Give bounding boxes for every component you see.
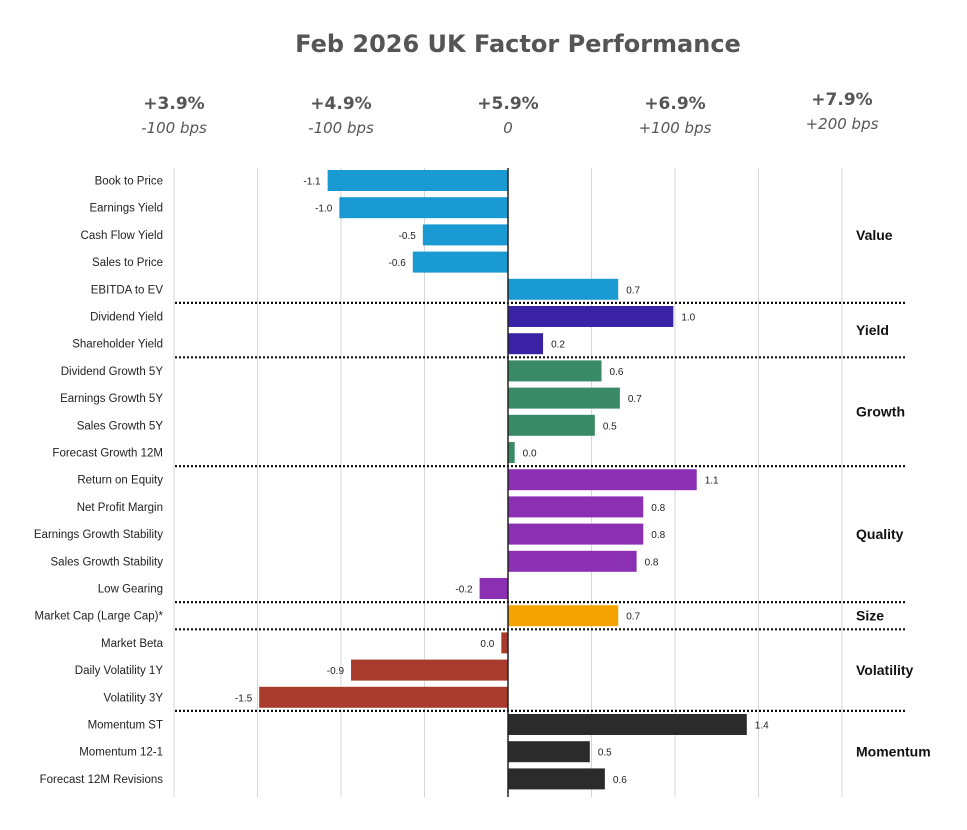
group-label: Growth (856, 404, 905, 420)
data-label: -0.2 (455, 585, 473, 596)
data-label: -0.5 (399, 231, 417, 242)
bar (508, 469, 697, 491)
axis-header-performance: +4.9% (310, 94, 371, 114)
group-label: Value (856, 227, 893, 243)
bar (412, 251, 508, 273)
category-label: Daily Volatility 1Y (75, 665, 164, 677)
data-label: 0.8 (651, 503, 665, 514)
category-label: Sales Growth Stability (51, 556, 164, 568)
data-label: 0.7 (626, 612, 640, 623)
category-label: Shareholder Yield (72, 339, 163, 351)
data-label: 0.2 (551, 340, 565, 351)
category-label: Sales to Price (92, 257, 163, 269)
category-label: Momentum ST (88, 720, 163, 732)
bar (508, 550, 637, 572)
data-label: 0.0 (523, 449, 537, 460)
data-label: 0.7 (626, 285, 640, 296)
data-label: 1.0 (681, 313, 695, 324)
category-label: Earnings Yield (89, 203, 163, 215)
data-label: 1.1 (705, 476, 719, 487)
bar (508, 605, 619, 627)
bar (508, 768, 605, 790)
bar (327, 170, 508, 191)
data-label: 0.6 (613, 775, 627, 786)
category-label: Earnings Growth 5Y (60, 393, 163, 405)
bar (339, 197, 508, 219)
category-label: Book to Price (95, 176, 163, 188)
bar (508, 306, 674, 327)
axis-header-bps: +100 bps (639, 119, 712, 137)
group-label: Momentum (856, 744, 931, 760)
data-label: 0.5 (603, 421, 617, 432)
data-label: 1.4 (755, 721, 769, 732)
category-label: Sales Growth 5Y (77, 420, 164, 432)
bar (508, 714, 747, 735)
category-label: Net Profit Margin (77, 502, 163, 514)
bar (508, 442, 515, 463)
axis-header-performance: +5.9% (477, 94, 538, 114)
bar (259, 686, 508, 708)
bar (501, 632, 508, 654)
category-label: Market Beta (101, 638, 164, 650)
category-label: Volatility 3Y (104, 692, 164, 704)
category-label: Earnings Growth Stability (34, 529, 163, 541)
group-separators (175, 301, 905, 713)
bar (508, 333, 544, 355)
data-labels: -1.1 -1.0 -0.5 -0.6 0.7 1.0 0.2 0.6 0.7 0.5 0.0 1.1… (235, 177, 769, 786)
data-label: -1.5 (235, 693, 253, 704)
data-label: -1.0 (315, 204, 333, 215)
data-label: -0.6 (389, 258, 407, 269)
category-label: Low Gearing (98, 584, 163, 596)
data-label: 0.6 (610, 367, 624, 378)
axis-header-bps: -100 bps (141, 119, 207, 137)
bar (508, 523, 644, 545)
bar (351, 659, 508, 681)
axis-header-performance: +3.9% (143, 94, 204, 114)
bars (259, 170, 747, 790)
category-label: Momentum 12-1 (79, 747, 163, 759)
bar (508, 414, 595, 436)
data-label: -0.9 (327, 666, 345, 677)
data-label: -1.1 (303, 177, 321, 188)
axis-header-performance: +6.9% (644, 94, 705, 114)
bar (508, 741, 590, 763)
group-label: Size (856, 608, 884, 624)
axis-headers: +3.9% -100 bps +4.9% -100 bps +5.9% 0 +6.9% +10… (141, 90, 878, 137)
data-label: 0.8 (645, 557, 659, 568)
category-labels: Book to Price Earnings Yield Cash Flow Yie… (34, 176, 164, 786)
group-labels: Value Yield Growth Quality Size Volatility Mom… (856, 227, 931, 760)
category-label: Forecast Growth 12M (52, 448, 163, 460)
category-label: Market Cap (Large Cap)* (35, 611, 164, 623)
bar (422, 224, 508, 246)
axis-header-bps: -100 bps (308, 119, 374, 137)
category-label: Return on Equity (77, 475, 163, 487)
axis-header-performance: +7.9% (811, 90, 872, 110)
category-label: EBITDA to EV (91, 284, 164, 296)
group-label: Volatility (856, 662, 914, 678)
group-label: Yield (856, 322, 889, 338)
category-label: Cash Flow Yield (81, 230, 163, 242)
bar (508, 278, 619, 300)
bar (479, 578, 508, 599)
group-label: Quality (856, 526, 904, 542)
bar (508, 387, 620, 409)
chart-title: Feb 2026 UK Factor Performance (295, 30, 741, 58)
bar (508, 496, 644, 518)
bar (508, 360, 602, 382)
data-label: 0.0 (480, 639, 494, 650)
data-label: 0.7 (628, 394, 642, 405)
category-label: Dividend Yield (90, 312, 163, 324)
data-label: 0.8 (651, 530, 665, 541)
category-label: Dividend Growth 5Y (61, 366, 164, 378)
axis-header-bps: +200 bps (806, 115, 879, 133)
axis-header-bps: 0 (503, 119, 513, 137)
category-label: Forecast 12M Revisions (40, 774, 164, 786)
data-label: 0.5 (598, 748, 612, 759)
